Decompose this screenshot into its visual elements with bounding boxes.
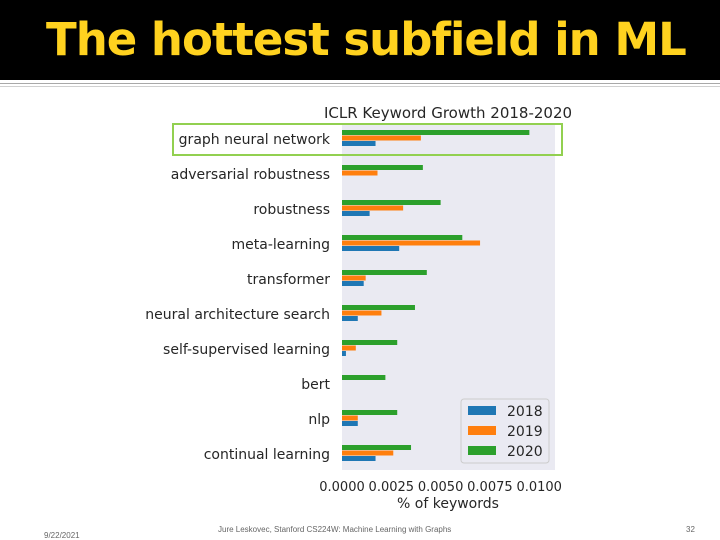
legend-label: 2018 — [507, 404, 543, 420]
footer-date: 9/22/2021 — [44, 531, 80, 540]
category-label: robustness — [253, 202, 330, 218]
bar-2018 — [342, 316, 358, 321]
bar-2018 — [342, 246, 400, 251]
x-tick-label: 0.0100 — [516, 480, 562, 495]
bar-2019 — [342, 450, 394, 456]
x-tick-labels: 0.0000 0.0025 0.0050 0.0075 0.0100 — [319, 480, 562, 495]
bar-2019 — [342, 205, 404, 211]
category-label: nlp — [308, 412, 330, 428]
slide-title: The hottest subfield in ML — [46, 13, 687, 66]
legend-swatch — [468, 426, 496, 435]
bar-2018 — [342, 281, 364, 286]
bar-2019 — [342, 170, 378, 176]
bar-2018 — [342, 421, 358, 426]
bar-2020 — [342, 305, 415, 310]
bar-2020 — [342, 200, 441, 205]
legend: 2018 2019 2020 — [460, 398, 550, 464]
bar-2020 — [342, 375, 386, 380]
bar-2019 — [342, 240, 481, 246]
category-labels: graph neural network adversarial robustne… — [145, 132, 331, 463]
bar-2019 — [342, 135, 421, 141]
title-divider — [0, 83, 720, 84]
x-axis-label: % of keywords — [397, 496, 499, 512]
category-label: transformer — [247, 272, 330, 288]
bar-2020 — [342, 270, 427, 275]
category-label: neural architecture search — [145, 307, 330, 323]
bar-2019 — [342, 275, 366, 281]
legend-label: 2020 — [507, 444, 543, 460]
category-label: bert — [301, 377, 330, 393]
bar-2020 — [342, 130, 530, 135]
bar-2020 — [342, 445, 412, 450]
bar-2018 — [342, 211, 370, 216]
category-label: self-supervised learning — [163, 342, 330, 358]
chart-title: ICLR Keyword Growth 2018-2020 — [324, 104, 572, 122]
bar-2019 — [342, 310, 382, 316]
category-label: adversarial robustness — [171, 167, 330, 183]
bar-2018 — [342, 456, 376, 461]
bar-2018 — [342, 141, 376, 146]
legend-swatch — [468, 446, 496, 455]
category-label: continual learning — [204, 447, 330, 463]
bar-2020 — [342, 235, 463, 240]
bar-2018 — [342, 351, 346, 356]
keyword-growth-chart: ICLR Keyword Growth 2018-2020 graph neur… — [145, 104, 572, 512]
title-bar: The hottest subfield in ML — [0, 0, 720, 80]
x-tick-label: 0.0025 — [369, 480, 415, 495]
bar-2019 — [342, 345, 356, 351]
legend-swatch — [468, 406, 496, 415]
x-tick-label: 0.0075 — [467, 480, 513, 495]
category-label: meta-learning — [232, 237, 331, 253]
category-label: graph neural network — [179, 132, 331, 148]
x-tick-label: 0.0000 — [319, 480, 365, 495]
bar-2020 — [342, 410, 398, 415]
page-number: 32 — [686, 525, 695, 534]
title-divider-secondary — [0, 86, 720, 87]
bar-2019 — [342, 415, 358, 421]
highlight-box — [172, 123, 563, 156]
x-tick-label: 0.0050 — [418, 480, 464, 495]
bars-group — [342, 130, 530, 461]
legend-label: 2019 — [507, 424, 543, 440]
footer-credit: Jure Leskovec, Stanford CS224W: Machine … — [218, 525, 452, 534]
bar-2020 — [342, 340, 398, 345]
bar-2020 — [342, 165, 423, 170]
